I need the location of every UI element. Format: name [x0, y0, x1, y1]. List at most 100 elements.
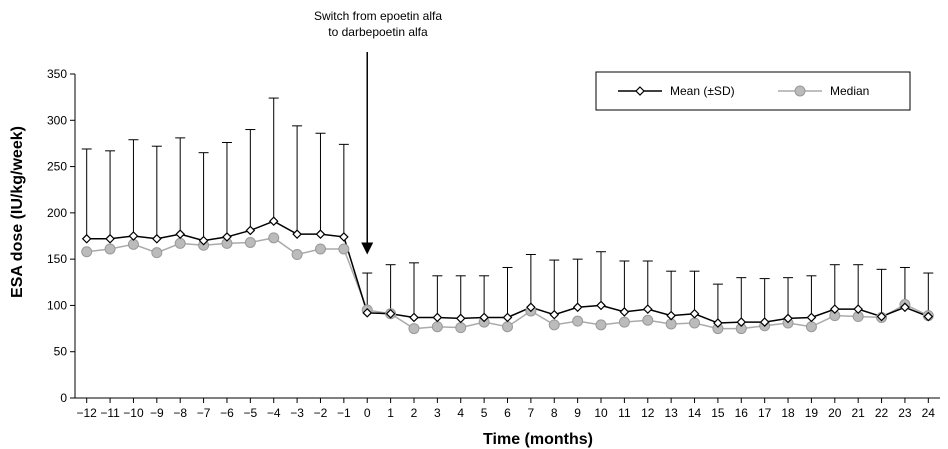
- median-point: [455, 322, 467, 334]
- x-tick-label: 7: [528, 406, 535, 420]
- median-point: [151, 247, 163, 259]
- mean-point: [245, 225, 256, 236]
- x-tick-label: 20: [828, 406, 842, 420]
- x-tick-label: 15: [711, 406, 725, 420]
- y-tick-label: 150: [47, 252, 67, 266]
- y-axis-title: ESA dose (IU/kg/week): [9, 126, 26, 298]
- x-tick-label: −8: [173, 406, 187, 420]
- x-tick-label: −2: [314, 406, 328, 420]
- median-point: [502, 321, 513, 333]
- y-tick-label: 250: [47, 160, 67, 174]
- x-tick-label: −9: [150, 406, 164, 420]
- y-tick-label: 0: [60, 391, 67, 405]
- mean-point: [385, 308, 396, 319]
- x-tick-label: 22: [875, 406, 889, 420]
- median-point: [642, 314, 654, 326]
- x-tick-label: −5: [243, 406, 257, 420]
- x-tick-label: −3: [290, 406, 304, 420]
- mean-point: [268, 216, 279, 227]
- legend-median-label: Median: [830, 84, 869, 98]
- mean-point: [596, 300, 606, 311]
- mean-point: [198, 235, 209, 246]
- mean-point: [806, 312, 817, 323]
- x-tick-label: 1: [387, 406, 394, 420]
- mean-point: [549, 309, 560, 320]
- x-tick-label: 4: [457, 406, 464, 420]
- mean-point: [175, 229, 186, 239]
- x-tick-label: −1: [337, 406, 351, 420]
- median-point: [338, 243, 350, 255]
- y-tick-label: 300: [47, 113, 67, 127]
- x-tick-label: 17: [758, 406, 772, 420]
- mean-point: [151, 233, 162, 244]
- x-tick-label: 21: [851, 406, 865, 420]
- mean-point: [502, 312, 513, 323]
- x-tick-label: 12: [641, 406, 655, 420]
- median-point: [548, 319, 560, 331]
- legend-median-marker: [794, 85, 806, 97]
- x-tick-label: 2: [411, 406, 418, 420]
- mean-point: [572, 302, 583, 313]
- mean-point: [829, 304, 840, 314]
- x-tick-label: 24: [922, 406, 936, 420]
- x-tick-label: −12: [77, 406, 98, 420]
- x-tick-label: 3: [434, 406, 441, 420]
- mean-point: [689, 308, 700, 319]
- mean-point: [455, 313, 466, 324]
- mean-point: [713, 318, 723, 328]
- median-point: [174, 237, 186, 249]
- mean-point: [666, 310, 676, 321]
- annotation-arrowhead: [361, 242, 374, 255]
- mean-point: [105, 233, 115, 244]
- x-tick-label: −11: [100, 406, 120, 420]
- mean-point: [642, 304, 653, 314]
- median-point: [805, 321, 817, 333]
- annotation: Switch from epoetin alfa to darbepoetin …: [314, 9, 442, 255]
- mean-point: [736, 317, 747, 327]
- mean-point: [759, 317, 770, 327]
- mean-point: [339, 232, 349, 242]
- x-tick-label: −10: [123, 406, 144, 420]
- mean-point: [876, 311, 887, 322]
- error-bars: [81, 97, 934, 324]
- mean-point: [432, 312, 443, 323]
- x-tick-label: −6: [220, 406, 234, 420]
- median-point: [618, 316, 630, 328]
- mean-point: [853, 304, 864, 314]
- annotation-line-1: Switch from epoetin alfa: [314, 9, 442, 23]
- x-tick-label: 5: [481, 406, 488, 420]
- x-tick-label: 18: [781, 406, 795, 420]
- median-point: [244, 236, 256, 248]
- x-tick-label: −4: [267, 406, 281, 420]
- y-tick-label: 100: [47, 298, 67, 312]
- median-point: [104, 243, 116, 255]
- annotation-line-2: to darbepoetin alfa: [328, 25, 428, 39]
- median-point: [689, 317, 701, 329]
- mean-point: [526, 302, 536, 313]
- x-tick-label: 10: [594, 406, 608, 420]
- x-axis-title: Time (months): [483, 431, 593, 448]
- x-tick-label: 0: [364, 406, 371, 420]
- median-point: [291, 249, 303, 261]
- mean-point: [923, 311, 934, 322]
- x-tick-label: 6: [504, 406, 511, 420]
- x-tick-label: 23: [898, 406, 912, 420]
- median-point: [314, 243, 326, 255]
- legend: Mean (±SD) Median: [595, 71, 911, 111]
- median-point: [81, 246, 93, 258]
- mean-point: [619, 307, 630, 317]
- x-tick-label: 11: [618, 406, 631, 420]
- median-point: [408, 323, 420, 335]
- x-tick-label: 16: [735, 406, 749, 420]
- legend-mean-label: Mean (±SD): [670, 84, 735, 98]
- mean-point: [900, 302, 910, 313]
- x-tick-label: 14: [688, 406, 702, 420]
- mean-point: [409, 312, 419, 323]
- median-point: [595, 319, 607, 331]
- mean-point: [128, 231, 139, 241]
- x-tick-label: 9: [574, 406, 581, 420]
- median-point: [431, 321, 443, 333]
- legend-mean-marker: [635, 86, 645, 96]
